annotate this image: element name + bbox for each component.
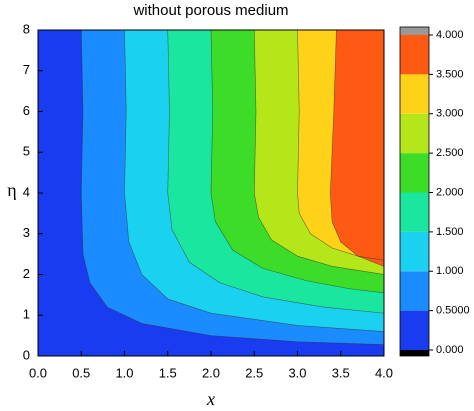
colorbar-tick-label: 2.500 [436, 147, 464, 159]
x-tick-label: 3.5 [332, 365, 350, 380]
x-tick-label: 1.5 [159, 365, 177, 380]
colorbar-band [400, 153, 429, 193]
colorbar-tick-label: 3.500 [436, 68, 464, 80]
colorbar-tick-label: 1.500 [436, 226, 464, 238]
colorbar-tick-label: 4.000 [436, 29, 464, 41]
colorbar-band [400, 192, 429, 232]
y-tick-label: 3 [23, 225, 30, 240]
y-axis-label: η [7, 180, 16, 200]
colorbar-band [400, 74, 429, 114]
y-tick-label: 1 [23, 307, 30, 322]
x-tick-label: 1.0 [115, 365, 133, 380]
y-tick-label: 7 [23, 62, 30, 77]
contour-line [210, 29, 385, 294]
x-tick-label: 0.0 [29, 365, 47, 380]
y-tick-label: 2 [23, 266, 30, 281]
contour-line [253, 29, 385, 275]
x-tick-label: 3.0 [288, 365, 306, 380]
contour-line [167, 29, 385, 314]
colorbar-band [400, 231, 429, 272]
x-tick-label: 4.0 [375, 365, 393, 380]
y-tick-label: 8 [23, 21, 30, 36]
plot-area [38, 29, 385, 356]
colorbar-tick-label: 1.000 [436, 265, 464, 277]
colorbar-frame [399, 26, 430, 357]
colorbar-band [400, 35, 429, 75]
x-axis-label: x [206, 389, 215, 409]
chart-title: without porous medium [132, 2, 288, 19]
contour-line [80, 29, 385, 345]
colorbar [400, 27, 429, 356]
x-tick-label: 2.5 [245, 365, 263, 380]
contour-fill [330, 30, 384, 267]
colorbar-tick-label: 0.000 [436, 344, 464, 356]
y-tick-label: 4 [23, 184, 30, 199]
y-tick-label: 0 [23, 347, 30, 362]
colorbar-overflow [400, 27, 429, 35]
colorbar-tick-label: 0.5000 [436, 305, 470, 317]
colorbar-band [400, 271, 429, 311]
contour-line [297, 29, 385, 261]
colorbar-tick-label: 3.000 [436, 108, 464, 120]
x-tick-label: 0.5 [72, 365, 90, 380]
y-tick-label: 5 [23, 144, 30, 159]
colorbar-band [400, 113, 429, 154]
contour-line [124, 29, 385, 332]
contour-line [330, 29, 385, 267]
colorbar-band [400, 310, 429, 350]
colorbar-underflow [400, 350, 429, 356]
y-tick-label: 6 [23, 103, 30, 118]
x-tick-label: 2.0 [202, 365, 220, 380]
colorbar-tick-label: 2.000 [436, 186, 464, 198]
